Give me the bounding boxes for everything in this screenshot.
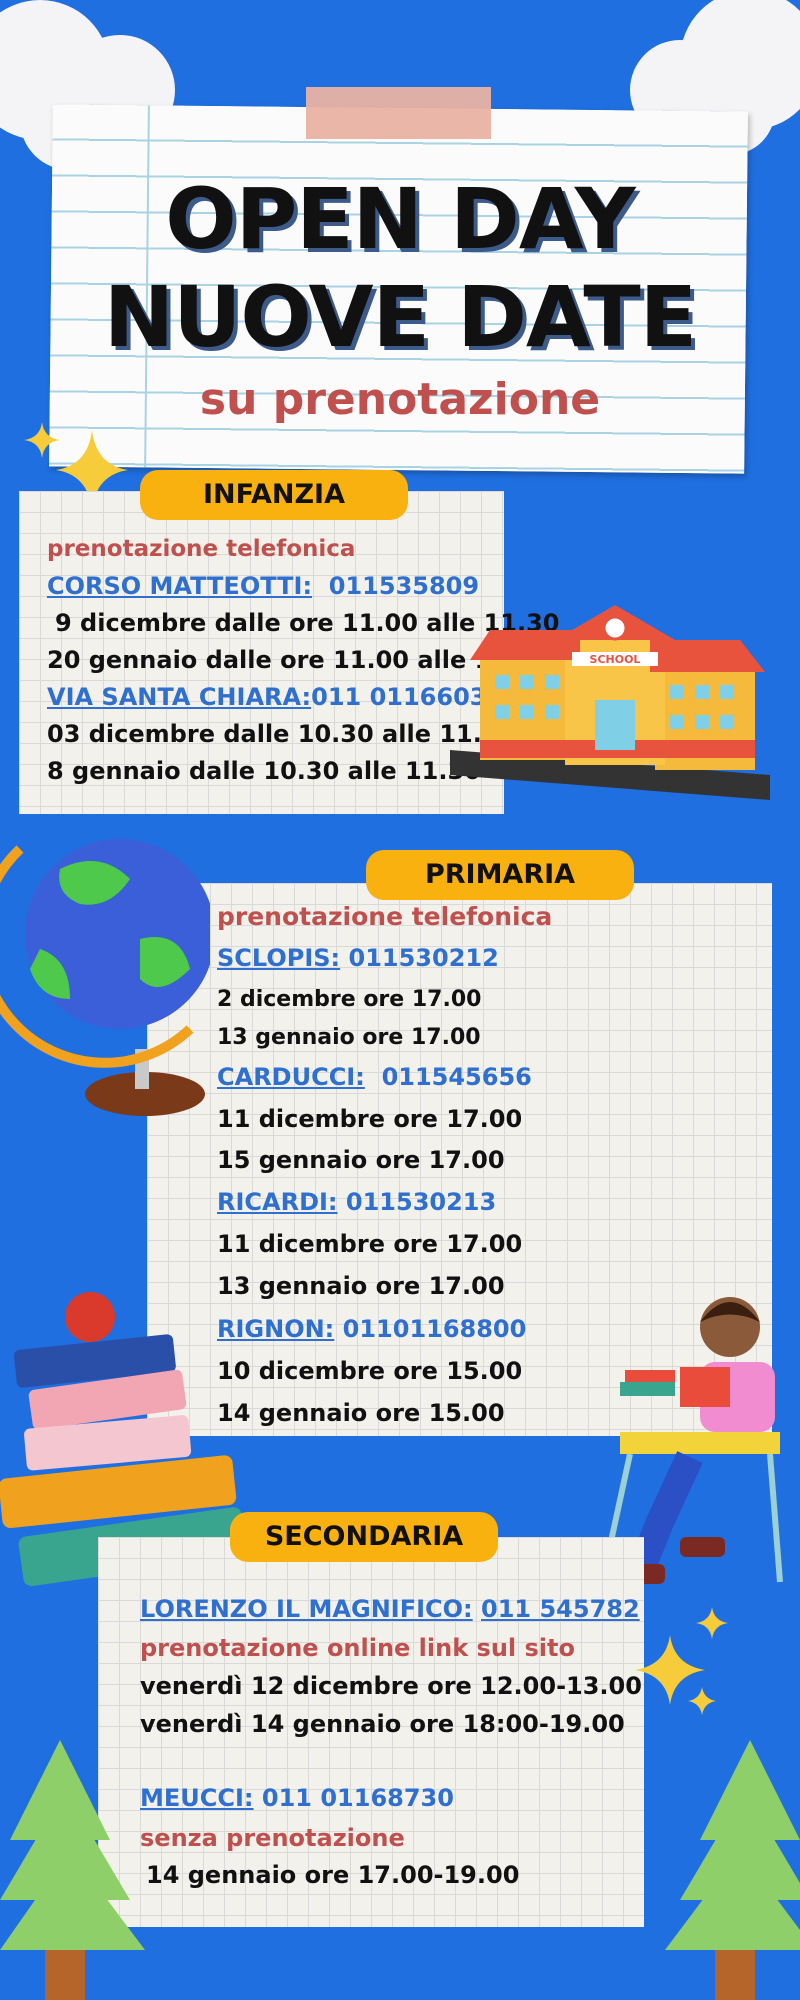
phone: 011545656: [381, 1063, 532, 1091]
date-line: 9 dicembre dalle ore 11.00 alle 11.30: [55, 609, 560, 637]
globe-icon: [0, 839, 210, 1116]
phone: 01101168800: [342, 1315, 527, 1343]
secondaria-card: [98, 1537, 644, 1927]
school-name-link[interactable]: CORSO MATTEOTTI:: [47, 572, 313, 600]
phone: 011 545782: [481, 1595, 640, 1623]
date-line: 15 gennaio ore 17.00: [217, 1146, 505, 1174]
tape: [306, 87, 491, 139]
tree-right-icon: [665, 1740, 800, 2000]
title-line2: NUOVE DATE: [103, 268, 697, 366]
primaria-card: [147, 883, 772, 1436]
school-name-link[interactable]: SCLOPIS:: [217, 944, 341, 972]
school-name-link[interactable]: CARDUCCI:: [217, 1063, 365, 1091]
phone: 011530212: [348, 944, 499, 972]
date-line: 14 gennaio ore 17.00-19.00: [146, 1861, 520, 1889]
booking-note: prenotazione online link sul sito: [140, 1634, 575, 1662]
school-name-link[interactable]: LORENZO IL MAGNIFICO:: [140, 1595, 473, 1623]
title-line1: OPEN DAY: [165, 170, 635, 268]
school-name-link[interactable]: VIA SANTA CHIARA:: [47, 683, 312, 711]
date-line: 20 gennaio dalle ore 11.00 alle 11.30: [47, 646, 551, 674]
school-name-link[interactable]: RICARDI:: [217, 1188, 338, 1216]
date-line: 14 gennaio ore 15.00: [217, 1399, 505, 1427]
date-line: 11 dicembre ore 17.00: [217, 1230, 523, 1258]
school-name-link[interactable]: RIGNON:: [217, 1315, 335, 1343]
subtitle: su prenotazione: [199, 374, 601, 425]
phone: 011 01166030: [311, 683, 504, 711]
date-line: 03 dicembre dalle 10.30 alle 11.30: [47, 720, 516, 748]
date-line: 13 gennaio ore 17.00: [217, 1025, 481, 1050]
primaria-label: PRIMARIA: [366, 850, 634, 900]
primaria-booking: prenotazione telefonica: [217, 902, 553, 931]
student-reading-icon: [597, 1297, 783, 1593]
books-stack-icon: [0, 1292, 247, 1587]
phone: 011 01168730: [261, 1784, 454, 1812]
infanzia-card: [19, 491, 504, 814]
school-building-icon: SCHOOL: [450, 605, 770, 800]
date-line: 10 dicembre ore 15.00: [217, 1357, 523, 1385]
secondaria-label: SECONDARIA: [230, 1512, 498, 1562]
phone: 011535809: [328, 572, 480, 600]
date-line: 2 dicembre ore 17.00: [217, 987, 482, 1012]
tree-left-icon: [0, 1740, 145, 2000]
phone: 011530213: [345, 1188, 497, 1216]
date-line: 11 dicembre ore 17.00: [217, 1105, 523, 1133]
school-sign: SCHOOL: [590, 653, 641, 666]
infanzia-label: INFANZIA: [140, 470, 408, 520]
sparkle-icon: [635, 1607, 728, 1715]
school-name-link[interactable]: MEUCCI:: [140, 1784, 254, 1812]
date-line: 8 gennaio dalle 10.30 alle 11.30: [47, 757, 481, 785]
date-line: venerdì 14 gennaio ore 18:00-19.00: [140, 1710, 625, 1738]
date-line: 13 gennaio ore 17.00: [217, 1272, 505, 1300]
date-line: venerdì 12 dicembre ore 12.00-13.00: [140, 1672, 642, 1700]
infanzia-booking: prenotazione telefonica: [47, 536, 356, 562]
booking-note: senza prenotazione: [140, 1824, 405, 1852]
